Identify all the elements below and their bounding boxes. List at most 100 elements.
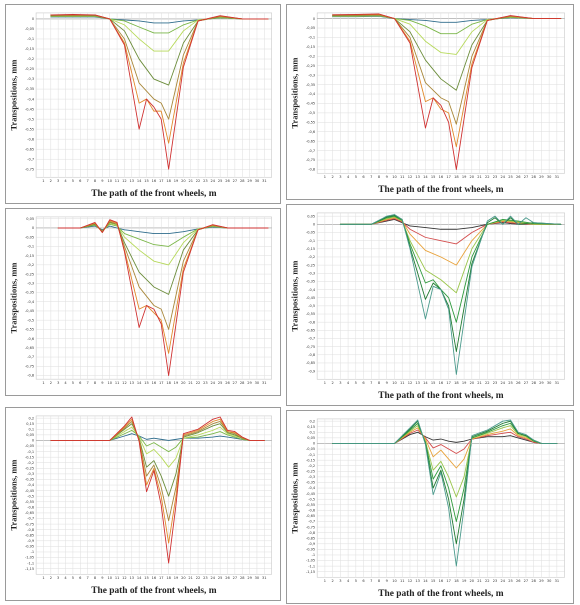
x-tick-label: 31 <box>555 175 560 179</box>
y-tick-label: 0,1 <box>310 430 316 434</box>
series-line <box>332 425 558 498</box>
y-tick-label: -0,4 <box>27 97 35 101</box>
y-tick-label: -0,25 <box>306 470 315 474</box>
x-tick-label: 20 <box>470 175 475 179</box>
x-tick-label: 23 <box>203 179 208 183</box>
x-tick-label: 29 <box>539 579 544 583</box>
y-tick-label: -0,8 <box>27 374 35 378</box>
x-tick-label: 20 <box>181 576 186 580</box>
x-tick-label: 6 <box>362 175 365 179</box>
y-tick-label: -0,15 <box>25 254 34 258</box>
chart-svg: 0,20,150,10,050-0,05-0,1-0,15-0,2-0,25-0… <box>290 418 565 599</box>
x-tick-label: 9 <box>101 381 103 385</box>
x-tick-label: 3 <box>339 579 341 583</box>
x-tick-label: 18 <box>166 576 171 580</box>
x-tick-label: 26 <box>225 179 230 183</box>
y-tick-label: -0,65 <box>25 346 34 350</box>
x-tick-label: 4 <box>347 579 350 583</box>
x-tick-label: 22 <box>196 179 201 183</box>
series-line <box>57 219 269 376</box>
x-tick-label: 15 <box>431 579 436 583</box>
y-tick-label: -1,15 <box>25 567 34 571</box>
x-tick-label: 8 <box>94 179 97 183</box>
y-tick-label: -0,6 <box>308 130 316 134</box>
x-tick-label: 15 <box>431 381 436 385</box>
series-line <box>50 429 265 453</box>
y-tick-label: -0,3 <box>27 281 34 285</box>
x-tick-label: 14 <box>423 579 428 583</box>
y-tick-label: -0,6 <box>308 509 316 513</box>
y-tick-label: -0,2 <box>308 464 315 468</box>
x-tick-label: 9 <box>386 175 388 179</box>
x-tick-label: 3 <box>339 175 341 179</box>
x-tick-label: 13 <box>415 381 420 385</box>
x-tick-label: 24 <box>500 579 505 583</box>
x-tick-label: 3 <box>339 381 341 385</box>
x-tick-label: 26 <box>516 175 521 179</box>
x-tick-label: 22 <box>485 381 490 385</box>
y-tick-label: -1,1 <box>308 564 315 568</box>
x-tick-label: 22 <box>196 381 201 385</box>
x-tick-label: 8 <box>94 576 97 580</box>
y-tick-label: -0,05 <box>25 27 34 31</box>
x-tick-label: 24 <box>210 381 215 385</box>
y-tick-label: -0,2 <box>27 263 34 267</box>
x-tick-label: 14 <box>137 179 142 183</box>
x-tick-label: 10 <box>392 381 397 385</box>
x-tick-label: 3 <box>57 576 59 580</box>
y-tick-label: -0,3 <box>308 475 315 479</box>
x-tick-label: 24 <box>501 381 506 385</box>
x-tick-label: 31 <box>262 179 267 183</box>
y-tick-label: -0,8 <box>27 528 35 532</box>
x-tick-label: 31 <box>262 381 267 385</box>
y-tick-label: -0,5 <box>27 494 34 498</box>
x-tick-label: 13 <box>415 175 420 179</box>
x-tick-label: 3 <box>57 381 59 385</box>
x-tick-label: 12 <box>122 576 127 580</box>
x-tick-label: 24 <box>500 175 505 179</box>
y-tick-label: -1,05 <box>306 559 315 563</box>
y-tick-label: -0,25 <box>25 467 34 471</box>
y-tick-label: -0,8 <box>308 531 316 535</box>
x-tick-label: 26 <box>516 381 521 385</box>
y-tick-label: -0,65 <box>306 514 315 518</box>
x-tick-label: 11 <box>115 576 120 580</box>
x-tick-label: 23 <box>493 381 498 385</box>
y-tick-label: -0,45 <box>306 296 315 300</box>
x-tick-label: 2 <box>50 381 52 385</box>
x-axis-title: The path of the front wheels, m <box>91 189 216 199</box>
x-tick-label: 24 <box>211 576 216 580</box>
x-tick-label: 29 <box>247 179 252 183</box>
y-tick-label: -0,8 <box>308 353 316 357</box>
x-tick-label: 21 <box>477 381 482 385</box>
chart-panel-4: 0,05 0 -0,05 -0,1 -0,15 -0,2 -0,25 -0,3 -0,35 -0,… <box>286 204 574 406</box>
y-tick-label: -1 <box>31 550 35 554</box>
x-tick-label: 21 <box>477 579 482 583</box>
x-tick-label: 5 <box>72 179 74 183</box>
series-line <box>339 219 562 230</box>
series-line <box>50 14 269 170</box>
y-tick-label: -0,85 <box>306 361 315 365</box>
y-tick-label: 0,05 <box>26 217 34 221</box>
y-tick-label: -0,2 <box>27 461 34 465</box>
y-tick-label: -0,35 <box>306 481 315 485</box>
x-tick-label: 17 <box>159 576 164 580</box>
y-tick-label: -0,55 <box>25 127 34 131</box>
y-tick-label: -0,65 <box>25 147 34 151</box>
y-tick-label: -0,45 <box>306 102 315 106</box>
chart-panel-5: 0,2 0,15 0,1 0,05 0 -0,05 -0,1 -0,15 -0,2 -0,25 -0… <box>5 407 281 601</box>
y-tick-label: -1,1 <box>27 561 34 565</box>
x-tick-label: 23 <box>493 175 498 179</box>
x-tick-label: 22 <box>196 576 201 580</box>
x-tick-label: 27 <box>233 179 238 183</box>
x-tick-label: 27 <box>524 381 529 385</box>
y-tick-label: 0,15 <box>307 425 315 429</box>
y-tick-label: 0 <box>313 17 316 21</box>
x-tick-label: 4 <box>347 381 350 385</box>
series-line <box>339 218 562 245</box>
x-tick-label: 10 <box>107 179 112 183</box>
x-tick-label: 7 <box>370 579 372 583</box>
x-tick-label: 18 <box>166 179 171 183</box>
series-line <box>332 429 558 454</box>
x-tick-label: 18 <box>454 579 459 583</box>
